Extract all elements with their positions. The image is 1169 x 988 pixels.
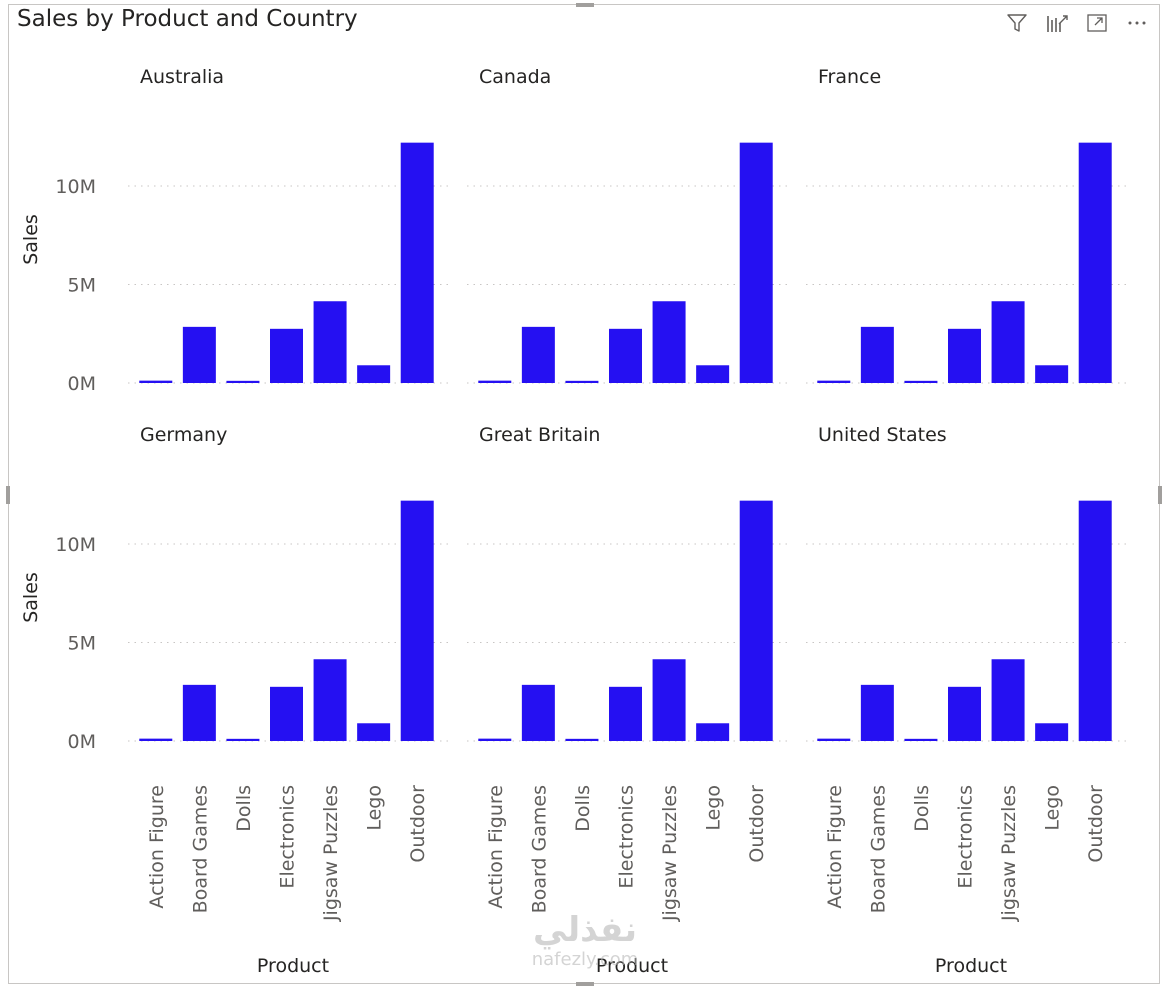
x-tick-label: Jigsaw Puzzles xyxy=(320,785,342,922)
bar-france-action-figure[interactable] xyxy=(817,380,851,383)
focus-bars-icon[interactable] xyxy=(1043,10,1071,36)
y-tick-label: 5M xyxy=(68,275,96,297)
x-tick-label: Lego xyxy=(703,785,725,831)
bar-great-britain-outdoor[interactable] xyxy=(739,500,773,741)
x-tick-label: Electronics xyxy=(955,785,977,889)
x-axis-title: Product xyxy=(596,955,668,977)
bar-australia-board-games[interactable] xyxy=(182,326,216,383)
y-tick-label: 10M xyxy=(55,534,96,556)
panel-title-france: France xyxy=(818,66,881,88)
y-tick-label: 5M xyxy=(68,633,96,655)
panel-title-australia: Australia xyxy=(140,66,224,88)
x-tick-label: Action Figure xyxy=(146,785,168,909)
bar-canada-jigsaw-puzzles[interactable] xyxy=(652,301,686,383)
resize-handle-right[interactable] xyxy=(1158,486,1162,504)
watermark-logo: نفذلي nafezly.com xyxy=(531,910,639,970)
bar-france-electronics[interactable] xyxy=(948,328,981,383)
panel-title-germany: Germany xyxy=(140,424,227,446)
bar-australia-lego[interactable] xyxy=(357,365,391,383)
x-tick-label: Board Games xyxy=(189,785,211,913)
x-tick-label: Electronics xyxy=(277,785,299,889)
x-tick-label: Outdoor xyxy=(407,785,429,863)
bar-united-states-action-figure[interactable] xyxy=(817,738,851,741)
x-axis-title: Product xyxy=(935,955,1007,977)
bar-united-states-outdoor[interactable] xyxy=(1078,500,1112,741)
bar-great-britain-jigsaw-puzzles[interactable] xyxy=(652,659,686,741)
bar-great-britain-electronics[interactable] xyxy=(609,686,642,741)
x-tick-label: Outdoor xyxy=(1085,785,1107,863)
bar-great-britain-lego[interactable] xyxy=(696,723,730,741)
x-tick-label: Dolls xyxy=(572,785,594,832)
bar-canada-outdoor[interactable] xyxy=(739,142,773,383)
bar-germany-action-figure[interactable] xyxy=(139,738,173,741)
bar-united-states-dolls[interactable] xyxy=(904,738,938,741)
x-tick-label: Lego xyxy=(364,785,386,831)
bar-australia-jigsaw-puzzles[interactable] xyxy=(313,301,347,383)
x-axis-title: Product xyxy=(257,955,329,977)
bar-germany-lego[interactable] xyxy=(357,723,391,741)
bar-canada-dolls[interactable] xyxy=(565,380,599,383)
x-tick-label: Electronics xyxy=(616,785,638,889)
bar-australia-action-figure[interactable] xyxy=(139,380,173,383)
bar-united-states-electronics[interactable] xyxy=(948,686,981,741)
bar-germany-outdoor[interactable] xyxy=(400,500,434,741)
bar-france-outdoor[interactable] xyxy=(1078,142,1112,383)
bar-great-britain-board-games[interactable] xyxy=(521,684,555,741)
bar-united-states-board-games[interactable] xyxy=(860,684,894,741)
x-tick-label: Action Figure xyxy=(824,785,846,909)
y-tick-label: 0M xyxy=(68,373,96,395)
y-tick-label: 10M xyxy=(55,176,96,198)
bar-canada-action-figure[interactable] xyxy=(478,380,512,383)
bar-great-britain-dolls[interactable] xyxy=(565,738,599,741)
chart-title: Sales by Product and Country xyxy=(17,6,358,32)
x-tick-label: Lego xyxy=(1042,785,1064,831)
resize-handle-bottom[interactable] xyxy=(576,982,594,986)
bar-australia-electronics[interactable] xyxy=(270,328,303,383)
bar-germany-board-games[interactable] xyxy=(182,684,216,741)
bar-canada-electronics[interactable] xyxy=(609,328,642,383)
filter-icon[interactable] xyxy=(1003,10,1031,36)
bar-united-states-jigsaw-puzzles[interactable] xyxy=(991,659,1025,741)
bar-france-dolls[interactable] xyxy=(904,380,938,383)
panel-title-united-states: United States xyxy=(818,424,947,446)
bar-germany-dolls[interactable] xyxy=(226,738,260,741)
bar-germany-electronics[interactable] xyxy=(270,686,303,741)
bar-france-jigsaw-puzzles[interactable] xyxy=(991,301,1025,383)
bar-france-board-games[interactable] xyxy=(860,326,894,383)
resize-handle-left[interactable] xyxy=(6,486,10,504)
bar-australia-outdoor[interactable] xyxy=(400,142,434,383)
resize-handle-top[interactable] xyxy=(576,3,594,7)
x-tick-label: Board Games xyxy=(867,785,889,913)
bar-australia-dolls[interactable] xyxy=(226,380,260,383)
x-tick-label: Outdoor xyxy=(746,785,768,863)
bar-great-britain-action-figure[interactable] xyxy=(478,738,512,741)
y-axis-title: Sales xyxy=(20,572,42,623)
bar-united-states-lego[interactable] xyxy=(1035,723,1069,741)
x-tick-label: Action Figure xyxy=(485,785,507,909)
x-tick-label: Dolls xyxy=(233,785,255,832)
bar-france-lego[interactable] xyxy=(1035,365,1069,383)
bar-canada-lego[interactable] xyxy=(696,365,730,383)
bar-canada-board-games[interactable] xyxy=(521,326,555,383)
x-tick-label: Dolls xyxy=(911,785,933,832)
x-tick-label: Jigsaw Puzzles xyxy=(998,785,1020,922)
bar-germany-jigsaw-puzzles[interactable] xyxy=(313,659,347,741)
x-tick-label: Board Games xyxy=(528,785,550,913)
y-axis-title: Sales xyxy=(20,214,42,265)
panel-title-great-britain: Great Britain xyxy=(479,424,600,446)
panel-title-canada: Canada xyxy=(479,66,551,88)
expand-icon[interactable] xyxy=(1083,10,1111,36)
y-tick-label: 0M xyxy=(68,731,96,753)
x-tick-label: Jigsaw Puzzles xyxy=(659,785,681,922)
more-options-icon[interactable] xyxy=(1123,10,1151,36)
visual-header-toolbar xyxy=(1003,10,1151,36)
